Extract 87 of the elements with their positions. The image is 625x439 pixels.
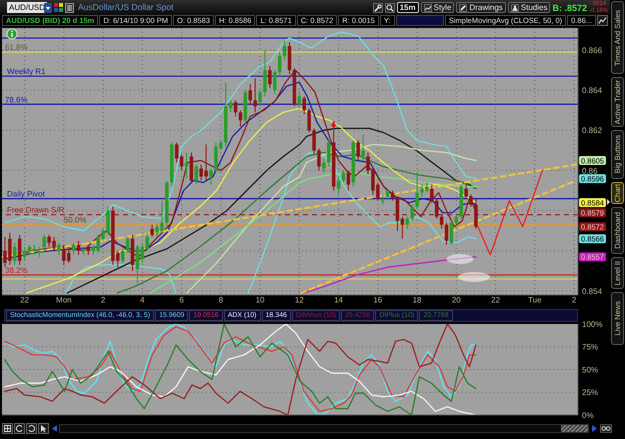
x-tick-label: 2 <box>100 296 106 305</box>
candlestick <box>342 170 346 184</box>
candlestick <box>57 242 61 256</box>
y-tick-label: 75% <box>582 342 598 352</box>
candlestick <box>22 246 26 262</box>
y-tick-label: 0% <box>582 410 594 420</box>
annotation: 50.0% <box>64 216 87 225</box>
candlestick <box>317 148 321 172</box>
candlestick <box>282 40 286 61</box>
candlestick <box>410 204 414 222</box>
candlestick <box>454 214 458 228</box>
candlestick <box>38 246 42 258</box>
x-tick-label: 10 <box>256 296 266 305</box>
candlestick <box>327 140 331 168</box>
candlestick <box>238 110 242 127</box>
y-tick-label: 0.866 <box>582 46 603 55</box>
text: B: .8572 <box>552 2 587 12</box>
y-tick-label: 50% <box>582 365 598 374</box>
x-tick-label: 16 <box>373 296 383 305</box>
candlestick <box>258 90 262 107</box>
candlestick <box>322 158 326 174</box>
text: Style <box>434 3 452 12</box>
candlestick <box>184 152 188 180</box>
candlestick <box>406 216 410 230</box>
ref-line-label: Weekly R1 <box>7 67 46 76</box>
candlestick <box>434 198 438 220</box>
ref-line-label: Daily Pivot <box>7 190 46 199</box>
candlestick <box>302 96 306 115</box>
candlestick <box>444 222 448 246</box>
candlestick <box>415 172 419 210</box>
candlestick <box>361 134 365 161</box>
chart-subtitle: AusDollar/US Dollar Spot <box>78 2 174 12</box>
candlestick <box>13 242 17 266</box>
annotation: 38.2% <box>4 266 28 275</box>
x-tick-label: 22 <box>491 296 501 305</box>
y-tick-label: 0.862 <box>582 126 603 136</box>
candlestick <box>312 128 316 155</box>
x-tick-label: 22 <box>20 296 30 305</box>
x-tick-label: Tue <box>528 296 542 305</box>
candlestick <box>450 220 454 246</box>
ref-line-label: Free Drawn S/R <box>7 206 65 215</box>
x-tick-label: Mon <box>56 296 72 305</box>
candlestick <box>194 164 198 186</box>
candlestick <box>307 108 311 133</box>
x-tick-label: 4 <box>140 296 146 305</box>
annotation: 61.8% <box>4 43 28 52</box>
x-tick-label: 18 <box>412 296 422 305</box>
candlestick <box>273 70 277 95</box>
candlestick <box>253 78 257 113</box>
annotation: 78.6% <box>4 95 28 104</box>
y-tick-label: 25% <box>582 388 598 398</box>
candlestick <box>126 236 130 254</box>
candlestick <box>263 50 267 97</box>
candlestick <box>440 214 444 230</box>
candlestick <box>120 248 124 264</box>
candlestick <box>298 92 302 109</box>
candlestick <box>42 234 46 252</box>
candlestick <box>234 100 238 117</box>
candlestick <box>346 170 350 192</box>
candlestick <box>430 184 434 204</box>
candlestick <box>336 176 340 196</box>
y-tick-label: 100% <box>582 320 602 329</box>
candlestick <box>268 66 272 89</box>
y-tick-label: 0.864 <box>582 86 603 96</box>
candlestick <box>72 242 76 256</box>
candlestick <box>390 190 394 202</box>
y-tick-label: 0.86 <box>582 166 598 176</box>
candlestick <box>464 184 468 200</box>
x-tick-label: 8 <box>218 296 224 305</box>
candlestick <box>278 52 282 77</box>
y-tick-label: 0.854 <box>582 286 603 296</box>
text: Drawings <box>469 3 503 12</box>
candlestick <box>386 188 390 202</box>
candlestick <box>248 84 252 105</box>
x-tick-label: 12 <box>294 296 304 305</box>
candlestick <box>366 152 370 176</box>
x-tick-label: 6 <box>179 296 184 305</box>
x-tick-label: 14 <box>334 296 344 305</box>
text: AUD/USD <box>9 3 46 12</box>
candlestick <box>469 194 473 208</box>
candlestick <box>356 140 360 161</box>
candlestick <box>150 224 154 238</box>
text: Studies <box>520 3 548 12</box>
text: 15m <box>400 3 416 12</box>
candlestick <box>209 168 213 186</box>
x-tick-label: 2 <box>572 296 577 305</box>
x-tick-label: 20 <box>452 296 462 305</box>
